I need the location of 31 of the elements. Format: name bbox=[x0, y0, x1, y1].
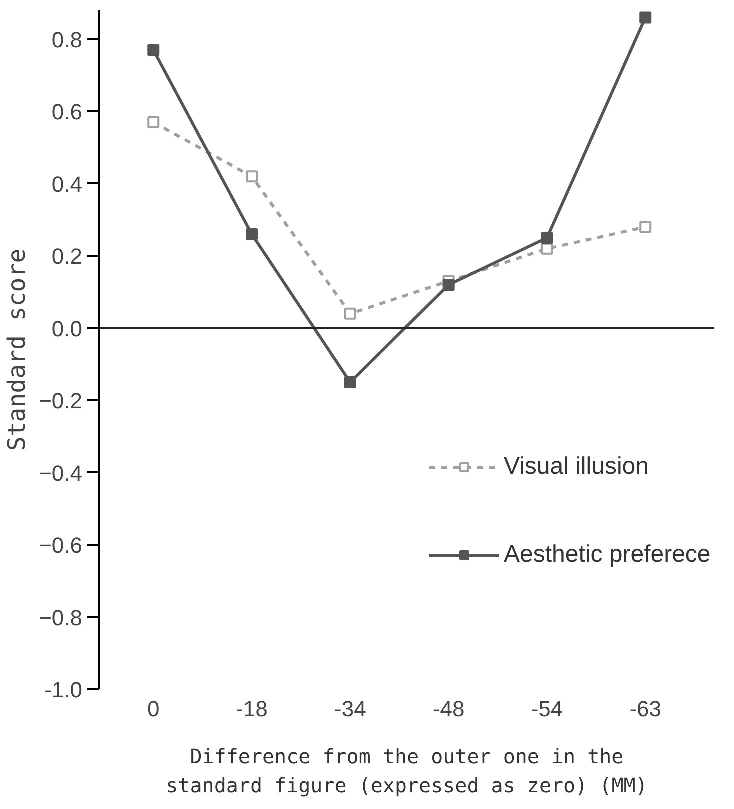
y-tick-label: −0.2 bbox=[39, 388, 83, 414]
x-tick-label: -34 bbox=[334, 696, 366, 722]
y-axis-title: Standard score bbox=[3, 248, 32, 452]
y-tick-label: −0.4 bbox=[39, 460, 83, 486]
point bbox=[246, 228, 258, 240]
y-tick-label: 0.2 bbox=[52, 244, 83, 270]
point bbox=[541, 242, 554, 255]
point bbox=[640, 12, 652, 24]
x-tick-label: -18 bbox=[236, 696, 268, 722]
point bbox=[442, 278, 455, 291]
point bbox=[640, 221, 652, 234]
x-tick-label: -54 bbox=[531, 696, 564, 722]
x-axis-title: Difference from the outer one in the standard figure (expressed as zero) (MM) bbox=[166, 744, 648, 798]
point bbox=[246, 170, 258, 183]
y-tick-label: 0.6 bbox=[52, 100, 83, 125]
point bbox=[344, 376, 356, 389]
legend-label: Visual illusion bbox=[504, 453, 649, 481]
x-tick-label: -48 bbox=[432, 696, 465, 722]
x-tick-label: 0 bbox=[148, 696, 160, 722]
point bbox=[344, 308, 356, 320]
point bbox=[148, 44, 160, 56]
point bbox=[541, 232, 554, 244]
x-tick-label: -63 bbox=[630, 696, 662, 722]
y-tick-label: 0.4 bbox=[52, 172, 83, 197]
y-tick-label: 0.0 bbox=[52, 316, 83, 342]
y-tick-label: −0.6 bbox=[39, 533, 83, 558]
y-tick-label: −0.8 bbox=[39, 605, 83, 630]
y-tick-label: 0.8 bbox=[52, 27, 83, 52]
y-tick-label: -1.0 bbox=[44, 678, 83, 702]
legend-label: Aesthetic preferece bbox=[504, 541, 711, 569]
point bbox=[148, 116, 160, 128]
